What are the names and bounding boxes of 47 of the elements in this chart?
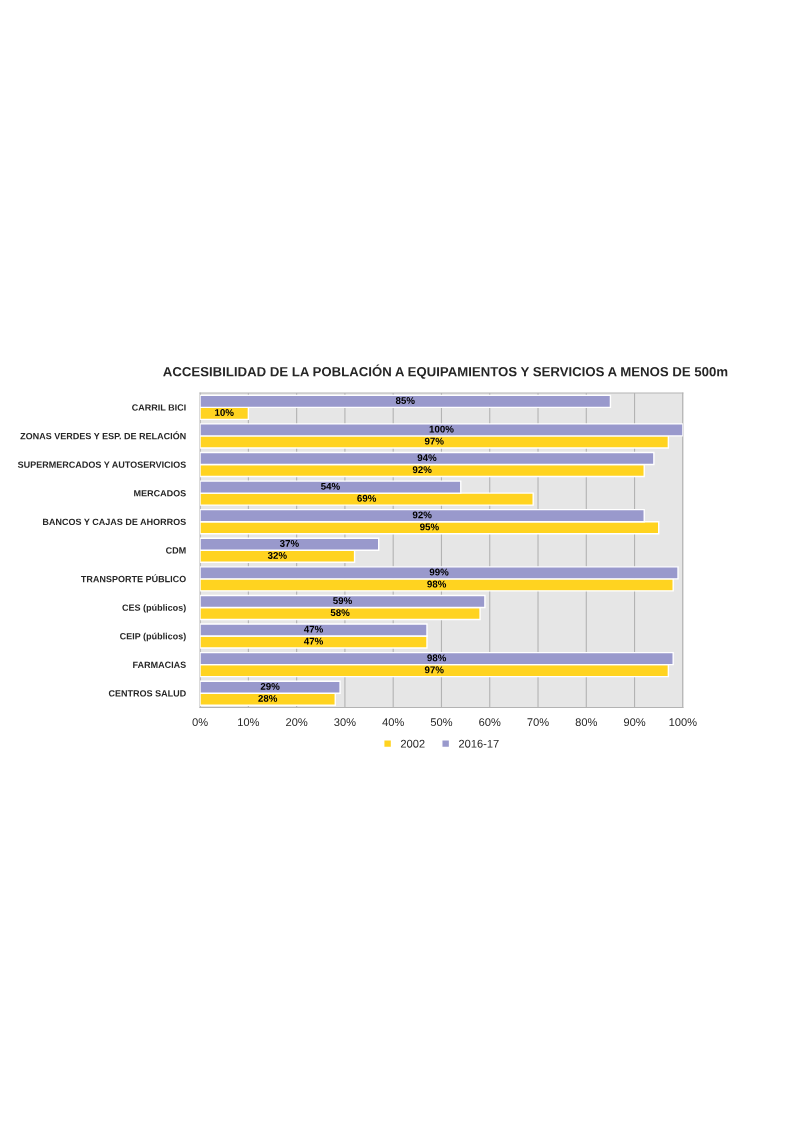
- y-tick-label: FARMACIAS: [133, 661, 186, 668]
- x-tick-label: 40%: [382, 718, 404, 727]
- data-label: 97%: [424, 666, 444, 674]
- data-label: 54%: [321, 482, 340, 490]
- data-label: 47%: [303, 637, 324, 645]
- x-tick-label: 0%: [192, 718, 208, 727]
- data-label: 37%: [279, 539, 299, 547]
- data-label: 99%: [429, 568, 449, 576]
- x-tick-label: 50%: [430, 718, 453, 727]
- y-tick-label: CES (públicos): [122, 604, 186, 613]
- x-tick-label: 10%: [238, 718, 260, 727]
- y-tick-label: TRANSPORTE PÚBLICO: [80, 574, 186, 583]
- data-label: 100%: [429, 425, 454, 433]
- x-tick-label: 80%: [575, 718, 598, 727]
- y-tick-label: ZONAS VERDES Y ESP. DE RELACIÓN: [20, 431, 186, 440]
- legend-label: 2016-17: [458, 739, 499, 748]
- data-label: 94%: [417, 454, 437, 462]
- y-tick-label: CENTROS SALUD: [108, 690, 186, 697]
- data-label: 85%: [395, 397, 415, 404]
- data-label: 32%: [267, 552, 287, 559]
- x-tick-label: 60%: [479, 718, 501, 727]
- data-label: 47%: [303, 625, 324, 633]
- x-tick-label: 100%: [669, 718, 697, 727]
- data-label: 29%: [260, 682, 280, 690]
- y-tick-label: MERCADOS: [134, 490, 186, 497]
- y-tick-label: BANCOS Y CAJAS DE AHORROS: [42, 518, 186, 526]
- y-tick-label: CDM: [166, 547, 186, 554]
- x-tick-label: 70%: [527, 718, 549, 727]
- x-tick-label: 30%: [334, 718, 356, 727]
- data-label: 92%: [412, 466, 432, 474]
- data-label: 97%: [424, 437, 444, 445]
- data-label: 98%: [427, 654, 447, 662]
- data-label: 69%: [357, 494, 377, 502]
- data-label: 10%: [215, 409, 234, 416]
- data-label: 28%: [258, 694, 278, 702]
- y-tick-label: CEIP (públicos): [120, 632, 186, 642]
- legend-label: 2002: [400, 739, 425, 748]
- data-label: 59%: [333, 597, 352, 605]
- data-label: 92%: [412, 511, 432, 519]
- y-tick-label: CARRIL BICI: [132, 404, 186, 411]
- data-label: 98%: [427, 580, 447, 588]
- x-tick-label: 90%: [623, 718, 646, 727]
- data-label: 95%: [420, 523, 439, 531]
- x-tick-label: 20%: [286, 718, 308, 727]
- y-tick-label: SUPERMERCADOS Y AUTOSERVICIOS: [17, 461, 186, 468]
- chart-title: ACCESIBILIDAD DE LA POBLACIÓN A EQUIPAMIENTOS Y SERVICIOS A MENOS DE 500m: [163, 364, 728, 379]
- data-label: 58%: [330, 609, 350, 617]
